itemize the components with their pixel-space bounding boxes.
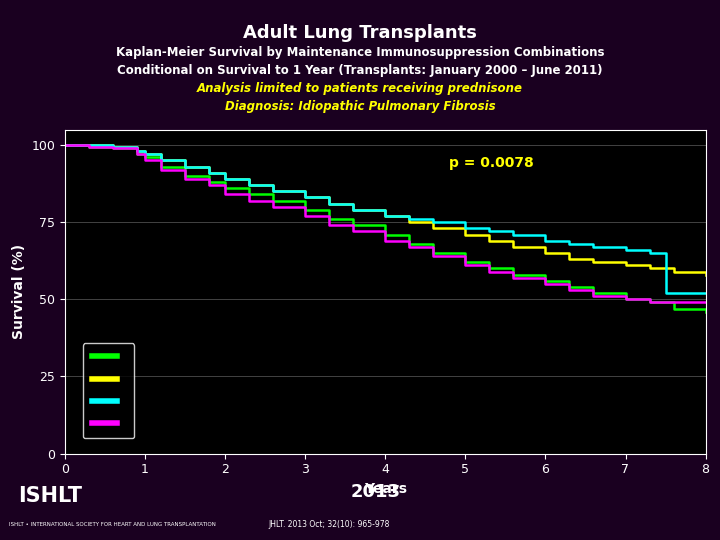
Text: Adult Lung Transplants: Adult Lung Transplants <box>243 24 477 42</box>
Y-axis label: Survival (%): Survival (%) <box>12 244 26 339</box>
Text: p = 0.0078: p = 0.0078 <box>449 156 534 170</box>
Text: ISHLT: ISHLT <box>19 487 82 507</box>
Text: 2013: 2013 <box>351 483 401 501</box>
Text: Analysis limited to patients receiving prednisone: Analysis limited to patients receiving p… <box>197 82 523 95</box>
X-axis label: Years: Years <box>364 482 407 496</box>
Text: JHLT. 2013 Oct; 32(10): 965-978: JHLT. 2013 Oct; 32(10): 965-978 <box>269 520 390 529</box>
Text: Kaplan-Meier Survival by Maintenance Immunosuppression Combinations: Kaplan-Meier Survival by Maintenance Imm… <box>116 46 604 59</box>
Text: Conditional on Survival to 1 Year (Transplants: January 2000 – June 2011): Conditional on Survival to 1 Year (Trans… <box>117 64 603 77</box>
Legend: , , , : , , , <box>84 343 135 438</box>
Text: Diagnosis: Idiopathic Pulmonary Fibrosis: Diagnosis: Idiopathic Pulmonary Fibrosis <box>225 100 495 113</box>
Text: ISHLT • INTERNATIONAL SOCIETY FOR HEART AND LUNG TRANSPLANTATION: ISHLT • INTERNATIONAL SOCIETY FOR HEART … <box>9 522 216 527</box>
